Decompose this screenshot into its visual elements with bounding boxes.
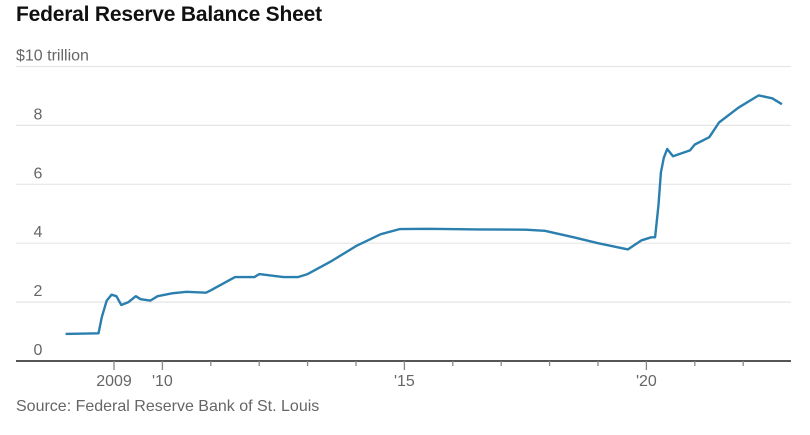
series-line [65,94,783,336]
y-tick-label: 8 [34,106,43,123]
y-tick-label: $10 trillion [16,48,89,65]
chart-title: Federal Reserve Balance Sheet [16,3,322,26]
y-tick-label: 4 [34,224,43,241]
source-note: Source: Federal Reserve Bank of St. Loui… [16,398,320,415]
y-tick-label: 2 [34,283,43,300]
x-tick-label: '15 [394,373,415,390]
x-tick-label: 2009 [96,373,132,390]
y-tick-label: 0 [34,342,43,359]
x-tick-label: '20 [636,373,657,390]
y-tick-label: 6 [34,165,43,182]
x-tick-label: '10 [152,373,173,390]
